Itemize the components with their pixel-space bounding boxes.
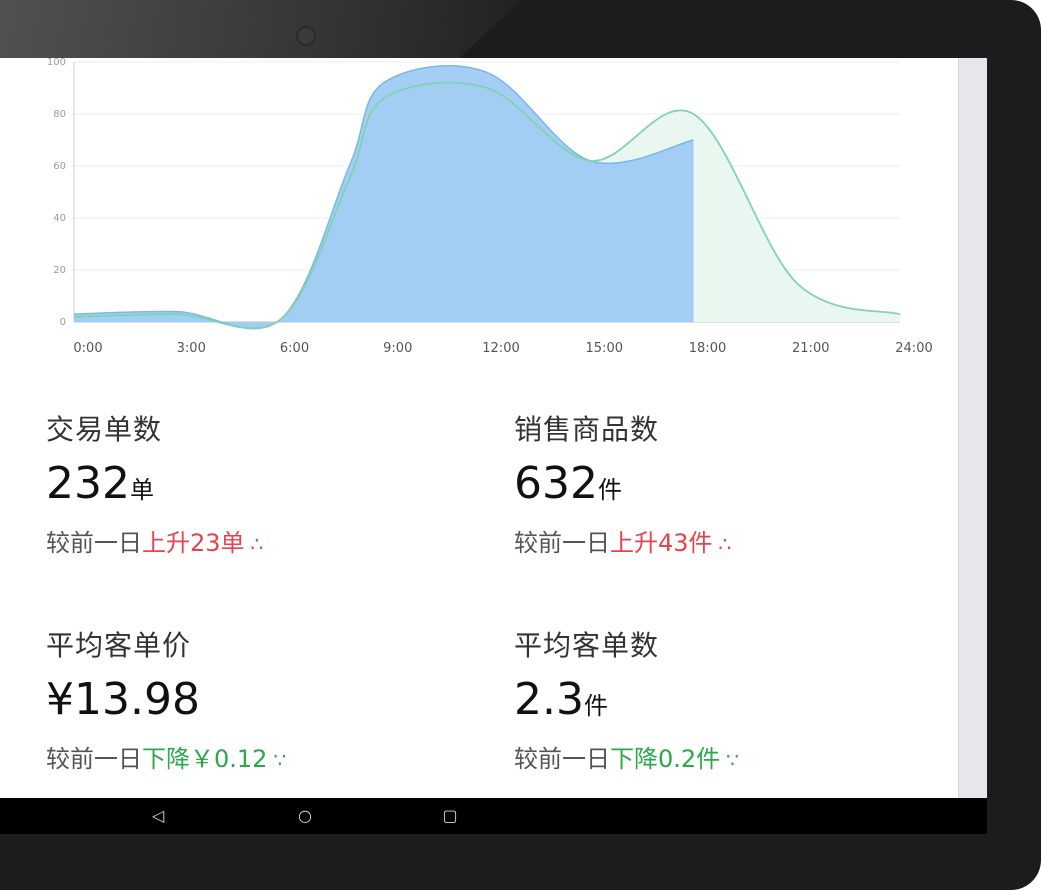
y-tick-label: 20 <box>53 265 66 276</box>
series-1-line <box>73 65 694 330</box>
x-tick-label: 18:00 <box>689 341 726 356</box>
trend-down-icon: ∵ <box>726 748 739 772</box>
stat-label: 平均客单价 <box>46 629 192 662</box>
delta-value: 上升43件 <box>610 529 713 557</box>
stat-delta: 较前一日上升23单 ∴ <box>46 523 263 558</box>
trend-up-icon: ∴ <box>250 532 264 556</box>
stat-items: 销售商品数 632件 较前一日上升43件 ∴ <box>514 408 731 558</box>
stat-value: 2.3件 <box>514 674 739 725</box>
stat-label: 交易单数 <box>46 413 163 446</box>
trend-down-icon: ∵ <box>273 748 287 772</box>
y-tick-label: 100 <box>47 58 66 68</box>
y-tick-label: 40 <box>53 213 66 224</box>
back-triangle-icon[interactable]: ◁ <box>151 806 165 825</box>
stat-number: 232 <box>46 458 130 509</box>
delta-value: 下降￥0.12 <box>142 745 268 773</box>
stat-value: ¥13.98 <box>46 674 286 725</box>
stat-value: 232单 <box>46 458 263 509</box>
stat-label: 销售商品数 <box>514 413 660 446</box>
scrollbar[interactable] <box>958 58 987 798</box>
hourly-chart: 0 20 40 60 80 100 0:00 3:00 6:00 9:00 12:00 15:00 18… <box>0 58 960 368</box>
x-tick-label: 21:00 <box>792 341 829 356</box>
recents-square-icon[interactable]: ▢ <box>442 806 458 825</box>
x-tick-label: 6:00 <box>280 341 309 356</box>
delta-prefix: 较前一日 <box>514 529 610 557</box>
stat-label: 平均客单数 <box>514 629 660 662</box>
stat-unit: 件 <box>597 476 622 504</box>
area-chart-svg: 0 20 40 60 80 100 0:00 3:00 6:00 9:00 12:00 15:00 18… <box>47 58 933 356</box>
delta-value: 下降0.2件 <box>610 745 721 773</box>
stat-value: 632件 <box>514 458 731 509</box>
front-camera <box>296 26 316 46</box>
android-nav-bar: ◁ ○ ▢ <box>0 798 987 834</box>
home-circle-icon[interactable]: ○ <box>298 806 312 825</box>
y-tick-label: 60 <box>53 161 66 172</box>
bezel-reflection <box>0 0 520 60</box>
stat-unit: 单 <box>129 476 154 504</box>
stat-number: 2.3 <box>514 674 584 725</box>
stat-avg-count: 平均客单数 2.3件 较前一日下降0.2件 ∵ <box>514 624 739 774</box>
delta-value: 上升23单 <box>142 529 245 557</box>
delta-prefix: 较前一日 <box>46 529 142 557</box>
y-tick-label: 80 <box>53 109 66 120</box>
stat-unit: 件 <box>583 692 608 720</box>
stat-delta: 较前一日下降0.2件 ∵ <box>514 739 739 774</box>
trend-up-icon: ∴ <box>718 532 732 556</box>
delta-prefix: 较前一日 <box>46 745 142 773</box>
x-tick-label: 3:00 <box>177 341 206 356</box>
x-tick-label: 12:00 <box>482 341 519 356</box>
x-tick-label: 15:00 <box>586 341 623 356</box>
stat-number: ¥13.98 <box>46 674 200 725</box>
app-screen: 0 20 40 60 80 100 0:00 3:00 6:00 9:00 12:00 15:00 18… <box>0 58 987 798</box>
stat-delta: 较前一日上升43件 ∴ <box>514 523 731 558</box>
y-tick-label: 0 <box>60 317 66 328</box>
delta-prefix: 较前一日 <box>514 745 610 773</box>
stat-orders: 交易单数 232单 较前一日上升23单 ∴ <box>46 408 263 558</box>
x-tick-label: 24:00 <box>895 341 932 356</box>
series-1-area <box>74 65 694 329</box>
stat-delta: 较前一日下降￥0.12 ∵ <box>46 739 286 774</box>
x-tick-label: 9:00 <box>383 341 412 356</box>
stat-avg-price: 平均客单价 ¥13.98 较前一日下降￥0.12 ∵ <box>46 624 286 774</box>
stat-number: 632 <box>514 458 598 509</box>
x-tick-label: 0:00 <box>73 341 102 356</box>
series-2-line <box>73 81 901 330</box>
